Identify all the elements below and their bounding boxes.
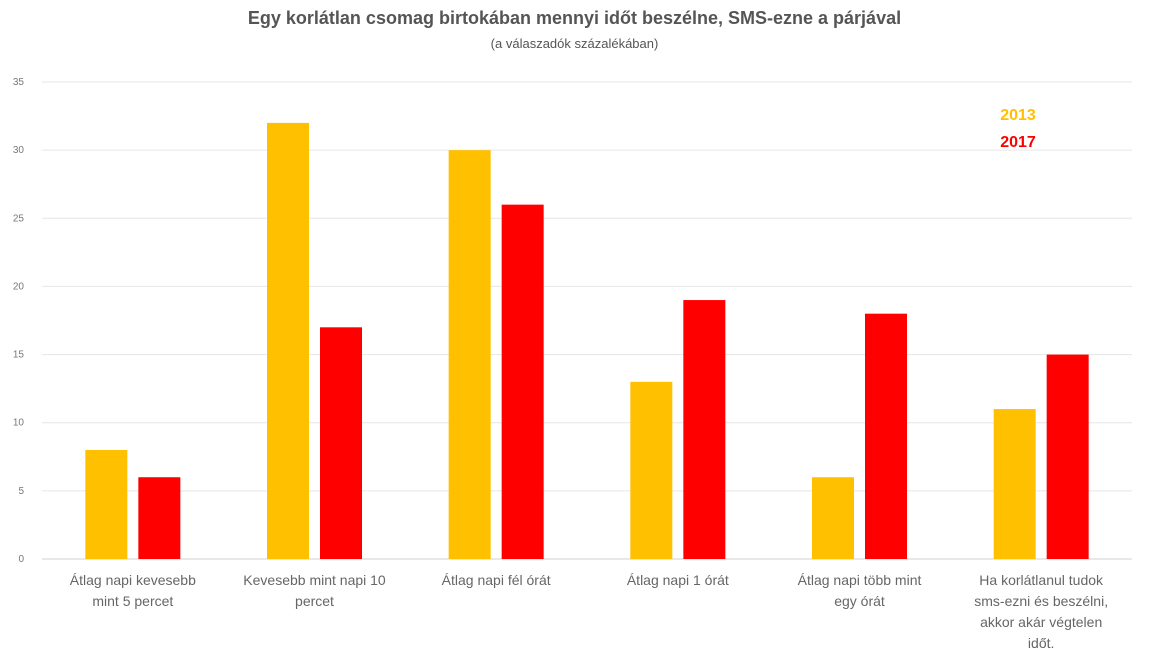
y-tick-label: 25 [13, 213, 25, 224]
x-category-label: Átlag napi több mint egy órát [798, 572, 922, 609]
bar-2013-5 [812, 477, 854, 559]
x-category-label-line: Ha korlátlanul tudok [979, 572, 1104, 588]
x-category-label-line: időt. [1028, 635, 1054, 651]
bars [85, 122, 1089, 559]
x-category-label: Kevesebb mint napi 10 percet [243, 572, 386, 609]
x-category-label: Átlag napi 1 órát [627, 572, 729, 588]
bar-2013-1 [85, 449, 128, 559]
legend: 2013 2017 [1000, 107, 1036, 151]
y-tick-label: 20 [13, 281, 25, 292]
x-category-label-line: egy órát [834, 593, 885, 609]
y-tick-label: 5 [18, 486, 24, 497]
bar-2017-2 [320, 327, 362, 559]
y-tick-label: 0 [18, 554, 24, 565]
bar-2013-6 [993, 409, 1036, 559]
legend-entry-2013: 2013 [1000, 107, 1036, 124]
bar-2017-4 [683, 300, 726, 559]
gridlines [42, 81, 1132, 560]
x-category-label-line: Átlag napi több mint [798, 572, 922, 588]
chart-subtitle: (a válaszadók százalékában) [490, 36, 659, 51]
bar-2013-3 [448, 150, 491, 559]
x-category-label-line: percet [295, 593, 334, 609]
bar-2017-6 [1046, 354, 1089, 559]
y-tick-label: 30 [13, 145, 25, 156]
x-category-label-line: Átlag napi 1 órát [627, 572, 729, 588]
bar-2017-5 [865, 313, 907, 559]
bar-2013-2 [267, 122, 309, 559]
x-category-label-line: Átlag napi kevesebb [70, 572, 196, 588]
chart-title: Egy korlátlan csomag birtokában mennyi i… [247, 8, 902, 28]
x-category-label-line: Átlag napi fél órát [442, 572, 551, 588]
x-category-label-line: akkor akár végtelen [980, 614, 1102, 630]
bar-2017-3 [501, 204, 544, 559]
y-tick-label: 35 [13, 77, 25, 88]
x-category-label-line: Kevesebb mint napi 10 [243, 572, 386, 588]
legend-entry-2017: 2017 [1000, 134, 1036, 151]
bar-2013-4 [630, 381, 673, 559]
x-category-label: Átlag napi kevesebb mint 5 percet [70, 572, 196, 609]
x-category-label-line: sms-ezni és beszélni, [974, 593, 1108, 609]
x-category-label: Ha korlátlanul tudok sms-ezni és beszélni… [974, 572, 1108, 651]
x-category-label-line: mint 5 percet [92, 593, 173, 609]
y-tick-label: 10 [13, 418, 25, 429]
y-axis-ticks: 0 5 10 15 20 25 30 35 [13, 77, 25, 565]
x-category-label: Átlag napi fél órát [442, 572, 551, 588]
bar-2017-1 [138, 477, 181, 559]
y-tick-label: 15 [13, 350, 25, 361]
x-axis-labels: Átlag napi kevesebb mint 5 percet Kevesebb… [70, 572, 1108, 651]
